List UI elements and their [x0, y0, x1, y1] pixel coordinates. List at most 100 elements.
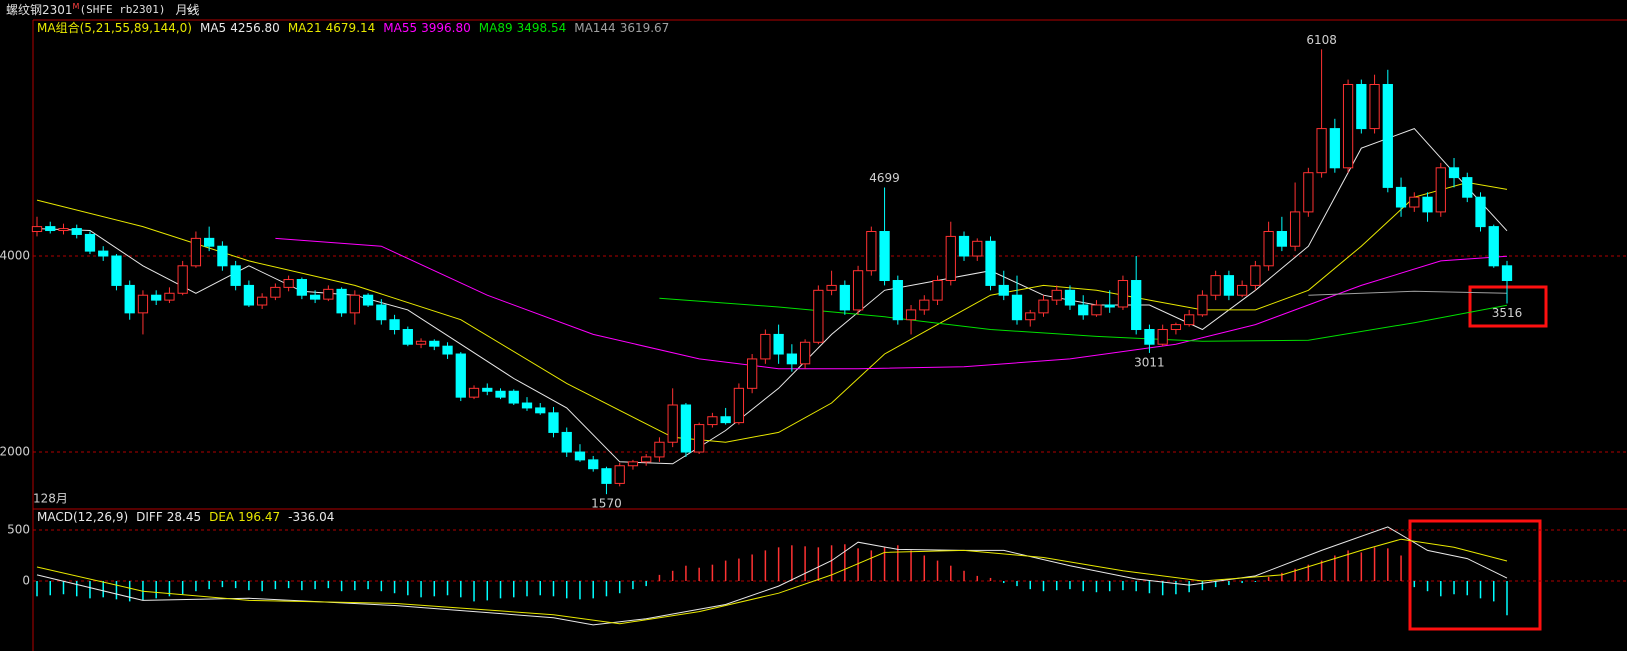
candle-body: [1276, 231, 1288, 247]
candle-body: [601, 468, 612, 484]
candle-body: [1091, 304, 1102, 316]
y-tick-label: 4000: [0, 249, 30, 263]
candle-body: [1197, 294, 1208, 316]
candle-body: [733, 387, 745, 424]
period-selector[interactable]: 月线: [176, 3, 200, 17]
price-label: 6108: [1306, 33, 1337, 47]
candle-body: [1342, 83, 1354, 169]
candle-body: [839, 284, 850, 311]
price-label: 3516: [1492, 306, 1523, 320]
candle-body: [1131, 280, 1142, 331]
ma-line: [1308, 290, 1508, 296]
candle-body: [641, 456, 652, 463]
candle-body: [455, 353, 466, 398]
candle-body: [998, 284, 1009, 296]
candle-body: [826, 284, 837, 291]
candle-body: [1237, 284, 1248, 296]
instrument-sup: M: [73, 2, 80, 11]
candle-body: [1369, 83, 1380, 130]
candle-body: [680, 404, 692, 453]
legend-name: MA21: [288, 21, 322, 35]
price-label: 4699: [869, 171, 900, 185]
legend-name: MA144: [574, 21, 615, 35]
legend-name: DIFF: [136, 510, 163, 524]
legend-value: 3619.67: [620, 21, 670, 35]
legend-value: 4679.14: [326, 21, 376, 35]
candle-body: [720, 416, 731, 424]
candle-body: [1289, 211, 1301, 247]
candle-body: [1316, 128, 1327, 174]
header: 螺纹钢2301M(SHFE rb2301) 月线: [6, 2, 200, 17]
candle-body: [773, 333, 784, 355]
macd-line: [36, 526, 1508, 626]
candle-body: [1078, 304, 1089, 316]
bar-count: 128月: [33, 492, 68, 506]
candle-body: [1051, 289, 1062, 301]
candle-body: [283, 279, 294, 288]
candle-body: [905, 309, 917, 321]
candle-body: [349, 294, 360, 314]
candle-body: [45, 226, 56, 232]
candle-body: [694, 424, 705, 453]
candle-body: [442, 345, 453, 355]
candle-body: [1448, 167, 1460, 179]
candle-body: [362, 294, 374, 306]
candle-body: [1303, 172, 1314, 213]
candle-body: [985, 240, 996, 286]
ma-legend: MA组合(5,21,55,89,144,0) MA5 4256.80 MA21 4679…: [37, 20, 669, 35]
candle-body: [296, 279, 308, 296]
candle-body: [389, 319, 400, 331]
candle-body: [137, 294, 149, 314]
candle-body: [257, 296, 268, 306]
candle-body: [892, 280, 903, 321]
candle-body: [1144, 329, 1155, 345]
candle-body: [786, 353, 798, 365]
candle-body: [495, 390, 506, 398]
candle-body: [71, 228, 82, 235]
candle-body: [1329, 128, 1340, 169]
instrument-code: (SHFE rb2301): [79, 3, 165, 16]
candle-body: [98, 250, 109, 257]
candle-body: [1038, 299, 1049, 314]
candle-body: [535, 407, 546, 414]
candle-body: [177, 265, 188, 294]
candle-body: [667, 404, 678, 443]
legend-value: 28.45: [167, 510, 201, 524]
candle-body: [747, 358, 758, 389]
candle-body: [323, 288, 334, 300]
candle-body: [521, 402, 533, 409]
candle-body: [1488, 226, 1499, 267]
candle-body: [204, 237, 215, 247]
candle-body: [958, 235, 970, 257]
candle-body: [654, 441, 665, 458]
candle-body: [1409, 196, 1420, 208]
candle-body: [31, 226, 43, 233]
candle-body: [1475, 196, 1486, 228]
legend-value: 3996.80: [421, 21, 471, 35]
candle-body: [1157, 329, 1168, 345]
candle-body: [1184, 314, 1195, 326]
candle-body: [627, 461, 639, 467]
candle-body: [230, 265, 241, 286]
period-chevron[interactable]: [186, 7, 196, 13]
candle-body: [1263, 231, 1274, 267]
candle-body: [111, 255, 122, 286]
candle-body: [548, 412, 559, 433]
legend-name: DEA: [209, 510, 235, 524]
candle-body: [1025, 312, 1036, 321]
legend-value: 4256.80: [230, 21, 280, 35]
macd-tick-label: 0: [22, 573, 30, 587]
instrument-name: 螺纹钢2301: [6, 3, 73, 17]
frame: [32, 19, 1627, 651]
candle-body: [1117, 280, 1129, 308]
candle-body: [919, 299, 930, 311]
candle-body: [508, 390, 519, 404]
candle-body: [309, 294, 321, 300]
candle-body: [217, 245, 228, 267]
candle-body: [588, 459, 599, 470]
candle-body: [707, 416, 718, 426]
candle-body: [415, 340, 427, 345]
candle-body: [1395, 186, 1407, 208]
candle-body: [151, 294, 162, 301]
